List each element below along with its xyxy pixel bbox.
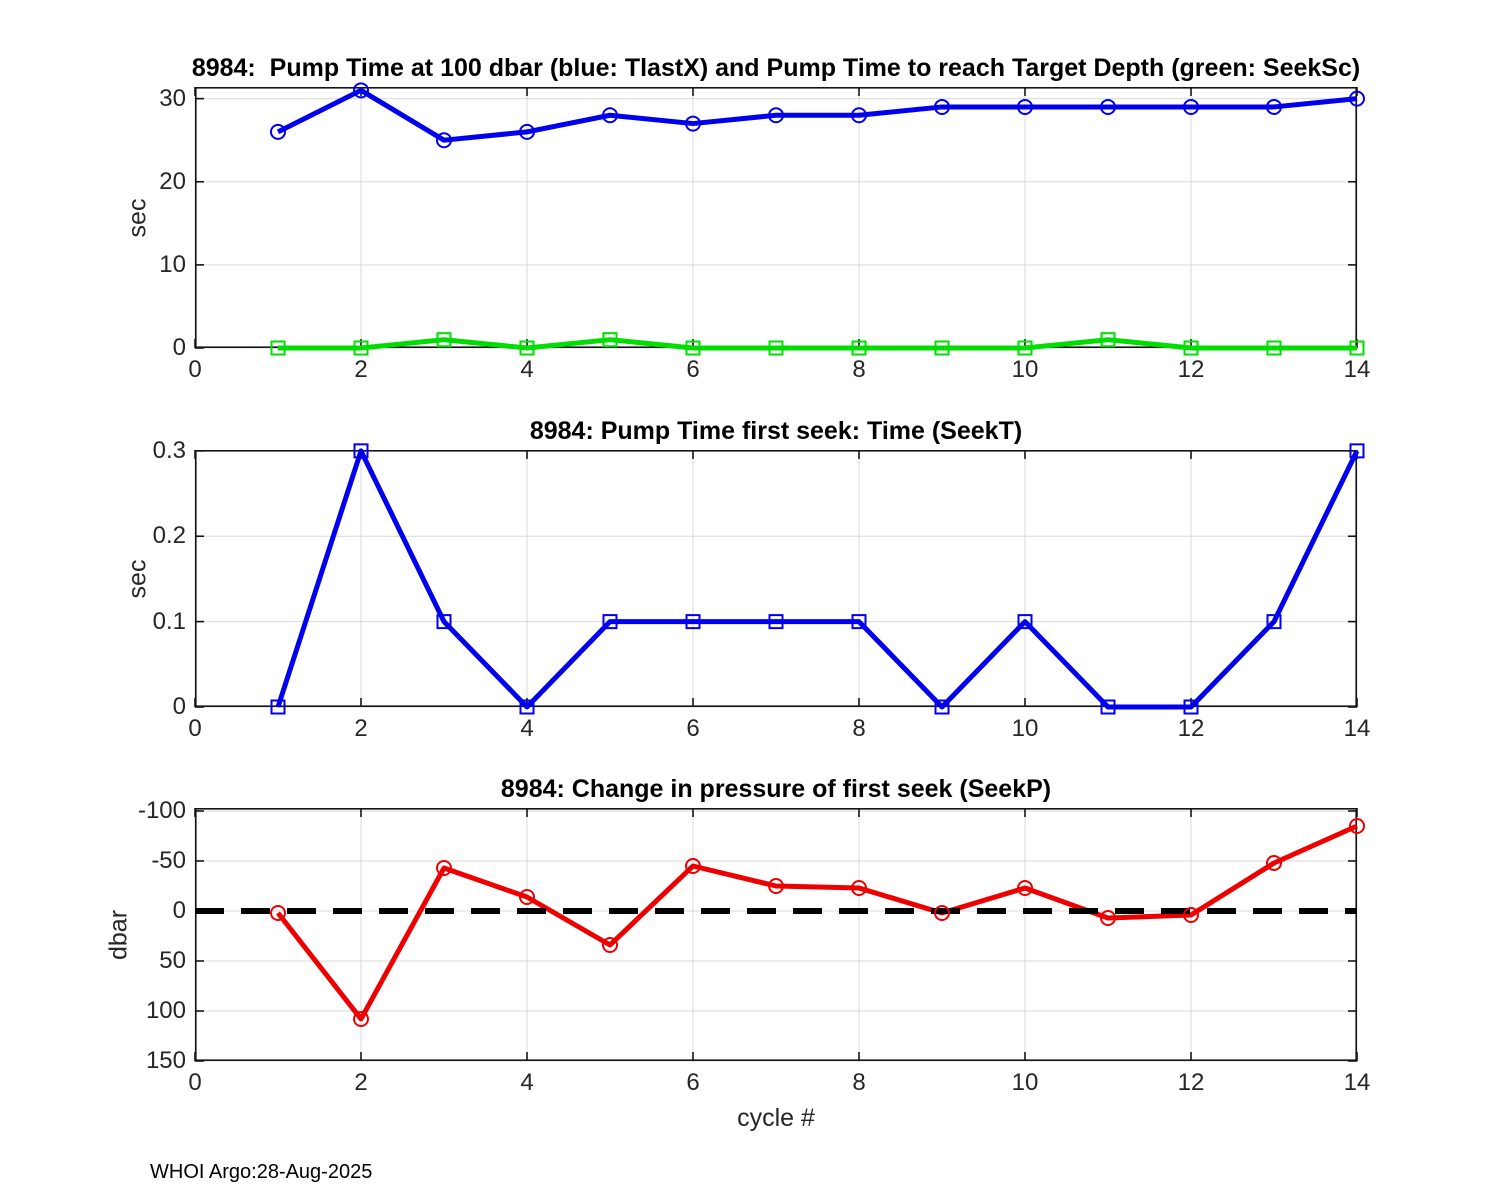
x-tick-label: 2	[354, 1069, 368, 1096]
y-tick-label: 50	[159, 947, 186, 974]
plot-area-seek-pressure	[194, 808, 1365, 1062]
plot-title: 8984: Pump Time at 100 dbar (blue: Tlast…	[191, 54, 1361, 82]
plot-title: 8984: Pump Time first seek: Time (SeekT)	[529, 417, 1023, 445]
series-markers-SeekSc	[270, 332, 1365, 356]
x-tick-label: 0	[188, 1069, 202, 1096]
plot-area-pump-time	[194, 82, 1365, 356]
x-axis-label: cycle #	[737, 1104, 815, 1132]
figure-footer: WHOI Argo:28-Aug-2025	[150, 1161, 373, 1183]
series-markers-TlastX	[270, 82, 1365, 149]
y-tick-label: 0.3	[152, 436, 186, 464]
y-tick-label: 0	[172, 693, 186, 720]
y-axis-label: sec	[123, 198, 152, 237]
y-tick-label: 20	[159, 167, 186, 195]
x-tick-label: 8	[852, 715, 866, 742]
y-tick-label: 0	[172, 897, 186, 924]
x-tick-label: 8	[852, 1069, 866, 1096]
x-tick-label: 0	[188, 715, 202, 742]
axes-box	[195, 87, 1358, 348]
x-tick-label: 6	[686, 1069, 700, 1096]
x-tick-label: 10	[1011, 715, 1039, 742]
plot-title: 8984: Change in pressure of first seek (…	[500, 775, 1052, 803]
y-tick-label: 0	[172, 334, 186, 361]
x-tick-label: 2	[354, 356, 368, 383]
y-tick-label: 10	[159, 250, 186, 278]
series-line-SeekSc	[278, 337, 1357, 351]
axes-box	[195, 450, 1358, 707]
series-markers-SeekT	[270, 443, 1365, 715]
x-tick-label: 6	[686, 715, 700, 742]
x-tick-label: 12	[1177, 356, 1205, 383]
series-line-SeekT	[275, 448, 1360, 710]
y-tick-label: 150	[145, 1047, 186, 1074]
y-tick-label: 100	[145, 997, 186, 1024]
x-tick-label: 0	[188, 356, 202, 383]
x-tick-label: 8	[852, 356, 866, 383]
x-tick-label: 14	[1343, 356, 1371, 383]
y-axis-label: sec	[123, 559, 152, 598]
x-tick-label: 4	[520, 356, 534, 383]
x-tick-label: 10	[1011, 356, 1039, 383]
y-tick-label: 0.2	[152, 522, 186, 550]
y-tick-label: -100	[137, 797, 186, 824]
y-tick-label: 0.1	[152, 607, 186, 635]
x-tick-label: 10	[1011, 1069, 1039, 1096]
x-tick-label: 14	[1343, 715, 1371, 742]
x-tick-label: 4	[520, 1069, 534, 1096]
x-tick-label: 2	[354, 715, 368, 742]
plot-area-seek-time	[194, 443, 1365, 715]
x-tick-label: 14	[1343, 1069, 1371, 1096]
x-tick-label: 4	[520, 715, 534, 742]
x-tick-label: 12	[1177, 715, 1205, 742]
y-tick-label: -50	[151, 847, 186, 874]
y-tick-label: 30	[159, 84, 186, 112]
series-markers-SeekP	[270, 818, 1365, 1027]
series-line-SeekP	[276, 823, 1359, 1022]
x-tick-label: 6	[686, 356, 700, 383]
x-tick-label: 12	[1177, 1069, 1205, 1096]
series-line-TlastX	[276, 87, 1358, 143]
axes-box	[195, 808, 1358, 1061]
